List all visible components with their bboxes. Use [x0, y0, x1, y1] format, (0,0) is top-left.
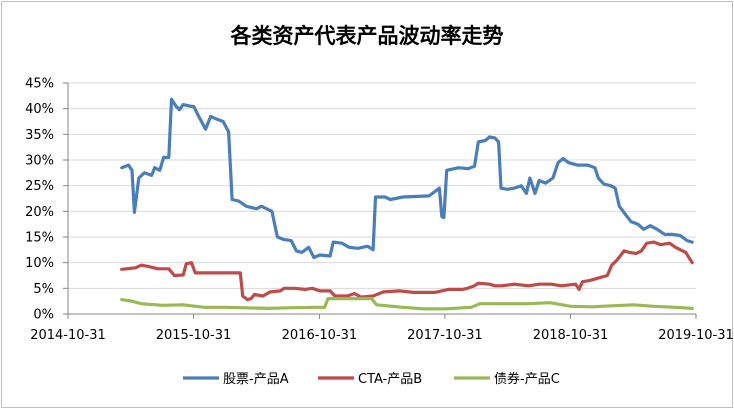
y-tick-label: 40%	[25, 102, 54, 117]
legend-label: CTA-产品B	[358, 372, 422, 387]
y-tick-label: 20%	[25, 205, 54, 220]
x-tick-label: 2016-10-31	[282, 328, 358, 343]
series-line	[120, 240, 694, 302]
x-axis: 2014-10-31 2015-10-31 2016-10-31 2017-10-31…	[30, 313, 734, 343]
y-tick-label: 25%	[25, 179, 54, 194]
y-axis: 0% 5% 10% 15% 20% 25% 30% 35% 40% 45%	[25, 77, 69, 323]
legend-label: 股票-产品A	[223, 372, 289, 387]
series-lines	[120, 97, 694, 311]
x-tick-label: 2017-10-31	[407, 328, 483, 343]
legend-label: 债券-产品C	[494, 371, 560, 387]
x-tick-label: 2019-10-31	[658, 328, 734, 343]
legend: 股票-产品A CTA-产品B 债券-产品C	[183, 371, 560, 387]
y-tick-label: 35%	[25, 128, 54, 143]
gridlines	[68, 82, 696, 289]
chart-title: 各类资产代表产品波动率走势	[230, 23, 504, 48]
x-tick-label: 2014-10-31	[30, 328, 106, 343]
x-tick-label: 2015-10-31	[156, 328, 232, 343]
y-tick-label: 30%	[25, 154, 54, 169]
y-tick-label: 10%	[25, 256, 54, 271]
series-line	[120, 297, 694, 311]
x-tick-label: 2018-10-31	[533, 328, 609, 343]
y-tick-label: 15%	[25, 231, 54, 246]
y-tick-label: 5%	[33, 282, 54, 297]
series-line	[120, 97, 694, 260]
y-tick-label: 45%	[25, 77, 54, 92]
y-tick-label: 0%	[33, 308, 54, 323]
